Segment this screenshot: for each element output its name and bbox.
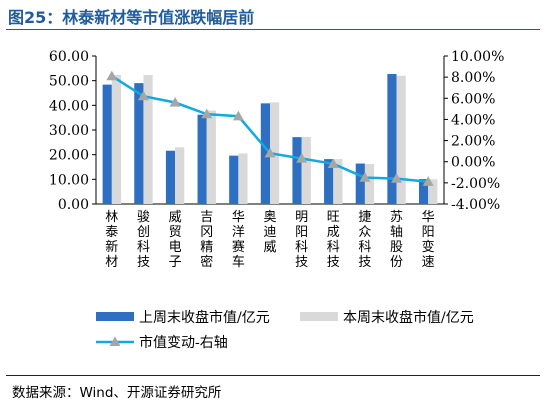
legend-swatch-curr <box>300 312 338 321</box>
change-line <box>106 70 434 186</box>
bar-prev-1 <box>134 83 144 204</box>
legend-label-change: 市值变动-右轴 <box>139 334 228 351</box>
x-tick-label-3: 吉冈精密 <box>200 210 213 270</box>
legend-swatch-marker <box>109 336 121 346</box>
y-right-tick-label: -2.00% <box>451 176 500 192</box>
bar-prev-4 <box>229 155 239 204</box>
change-point-6 <box>296 153 308 163</box>
y-left-tick-label: 10.00 <box>49 172 89 188</box>
y-left-tick-label: 50.00 <box>49 74 89 90</box>
y-right-tick-label: 2.00% <box>451 134 495 150</box>
bar-prev-7 <box>324 159 334 204</box>
y-left-tick-label: 30.00 <box>49 123 89 139</box>
y-right-tick-label: 10.00% <box>451 49 504 65</box>
bar-curr-1 <box>143 74 153 204</box>
x-tick-label-8: 捷众科技 <box>358 210 371 270</box>
change-point-7 <box>327 158 339 168</box>
bars <box>102 74 438 204</box>
change-point-8 <box>359 172 371 182</box>
change-point-9 <box>391 173 403 183</box>
bar-prev-2 <box>165 150 176 204</box>
change-point-2 <box>169 97 181 107</box>
bar-prev-0 <box>102 84 112 204</box>
x-tick-label-10: 华阳变速 <box>422 210 435 270</box>
change-point-10 <box>422 176 434 186</box>
change-point-0 <box>106 70 118 81</box>
x-tick-label-9: 苏轴股份 <box>390 209 403 270</box>
y-right-tick-label: 0.00% <box>451 155 495 171</box>
bar-curr-3 <box>206 110 216 204</box>
bar-prev-6 <box>292 137 302 204</box>
x-tick-label-7: 旺成科技 <box>327 210 340 270</box>
bar-curr-7 <box>333 159 343 204</box>
bar-curr-9 <box>396 75 406 204</box>
legend-label-curr: 本周末收盘市值/亿元 <box>343 309 474 326</box>
change-point-1 <box>137 90 149 101</box>
legend-label-prev: 上周末收盘市值/亿元 <box>139 309 270 326</box>
y-left-tick-label: 20.00 <box>49 148 89 164</box>
x-tick-label-2: 威贸电子 <box>169 210 182 270</box>
y-left-tick-label: 60.00 <box>49 49 89 65</box>
bar-prev-10 <box>418 179 429 204</box>
y-left-tick-label: 40.00 <box>49 98 89 114</box>
bar-curr-0 <box>111 74 122 204</box>
x-tick-label-5: 奥迪威 <box>263 210 276 255</box>
y-right-tick-label: -4.00% <box>451 197 500 213</box>
change-point-5 <box>264 147 276 158</box>
x-tick-label-6: 明阳科技 <box>295 210 308 270</box>
y-right-tick-label: 6.00% <box>451 91 495 107</box>
bar-curr-10 <box>428 179 438 204</box>
bar-curr-6 <box>301 136 311 204</box>
tick-labels: 0.00 10.00 20.00 30.00 40.00 50.00 60.00 -4.00%… <box>49 49 504 270</box>
bar-prev-3 <box>197 114 207 204</box>
change-point-3 <box>201 108 213 119</box>
footer-rule <box>6 375 540 376</box>
y-right-tick-label: 4.00% <box>451 112 495 128</box>
change-point-4 <box>232 110 244 121</box>
figure-title: 图25：林泰新材等市值涨跌幅居前 <box>8 8 255 27</box>
bar-prev-5 <box>260 103 270 204</box>
source-note: 数据来源：Wind、开源证券研究所 <box>12 385 222 401</box>
y-right-tick-label: 8.00% <box>451 70 495 86</box>
title-rule <box>6 29 540 30</box>
bar-prev-8 <box>355 163 365 204</box>
x-tick-label-1: 骏创科技 <box>137 210 150 270</box>
bar-curr-8 <box>364 164 375 204</box>
bar-curr-4 <box>238 153 248 204</box>
x-tick-label-0: 林泰新材 <box>105 210 118 270</box>
bar-prev-9 <box>387 74 397 204</box>
y-left-tick-label: 0.00 <box>58 197 89 213</box>
legend-swatch-prev <box>96 312 134 321</box>
bar-curr-2 <box>175 147 185 204</box>
x-tick-label-4: 华洋赛车 <box>232 210 245 270</box>
